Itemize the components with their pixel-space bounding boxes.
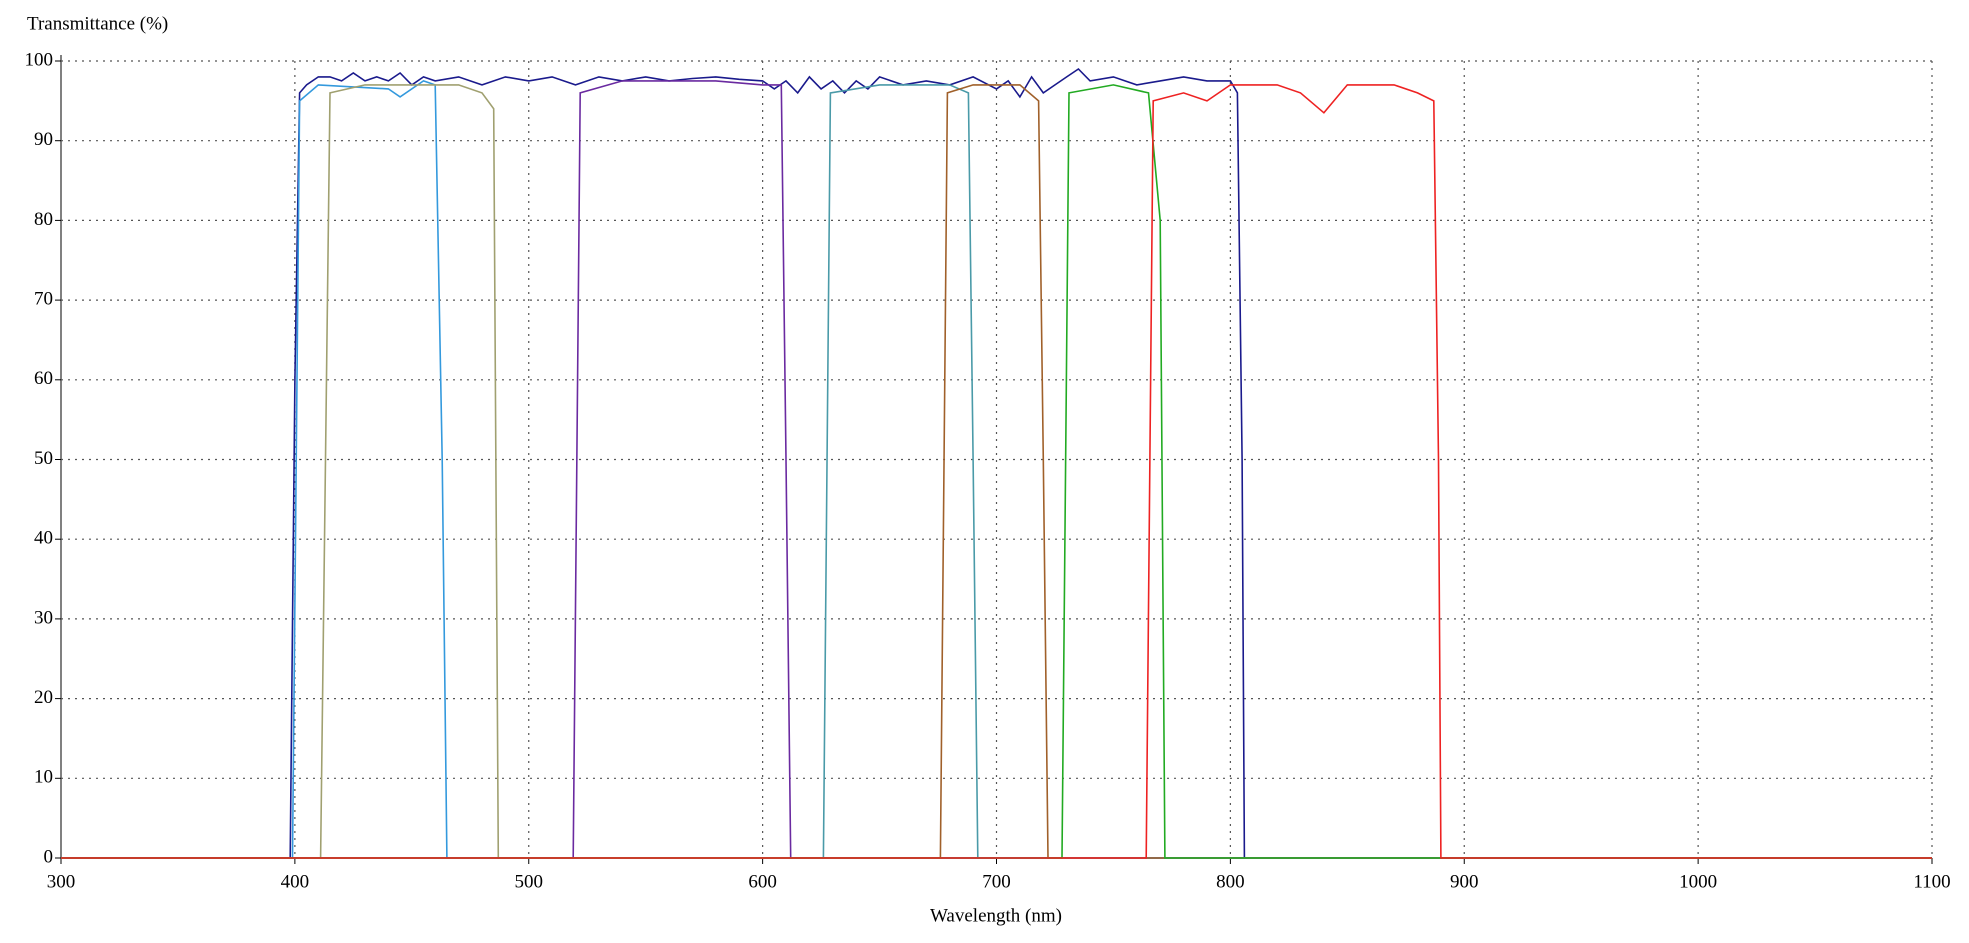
series-line bbox=[61, 84, 1932, 859]
series-line bbox=[61, 84, 1932, 859]
y-tick-label: 60 bbox=[34, 368, 53, 389]
y-tick-label: 50 bbox=[34, 448, 53, 469]
x-tick-label: 600 bbox=[748, 871, 777, 892]
x-axis-title: Wavelength (nm) bbox=[930, 905, 1062, 926]
y-tick-label: 90 bbox=[34, 129, 53, 150]
series-line bbox=[61, 84, 1932, 859]
x-tick-label: 1000 bbox=[1679, 871, 1717, 892]
y-tick-label: 40 bbox=[34, 528, 53, 549]
y-tick-label: 30 bbox=[34, 607, 53, 628]
y-tick-label: 70 bbox=[34, 288, 53, 309]
y-tick-label: 80 bbox=[34, 209, 53, 230]
x-tick-label: 1100 bbox=[1913, 871, 1950, 892]
series-line bbox=[61, 84, 1932, 859]
x-tick-label: 700 bbox=[982, 871, 1011, 892]
x-tick-label: 900 bbox=[1450, 871, 1479, 892]
x-tick-label: 800 bbox=[1216, 871, 1245, 892]
y-tick-label: 100 bbox=[25, 49, 54, 70]
series-line bbox=[61, 84, 1932, 859]
y-tick-label: 0 bbox=[44, 846, 54, 867]
y-tick-label: 10 bbox=[34, 767, 53, 788]
x-tick-label: 500 bbox=[515, 871, 544, 892]
series-line bbox=[61, 80, 1932, 859]
series-line bbox=[61, 80, 1932, 859]
x-tick-label: 300 bbox=[47, 871, 76, 892]
y-tick-label: 20 bbox=[34, 687, 53, 708]
series-line bbox=[61, 67, 1932, 859]
x-tick-label: 400 bbox=[281, 871, 310, 892]
y-axis-title: Transmittance (%) bbox=[27, 13, 168, 34]
